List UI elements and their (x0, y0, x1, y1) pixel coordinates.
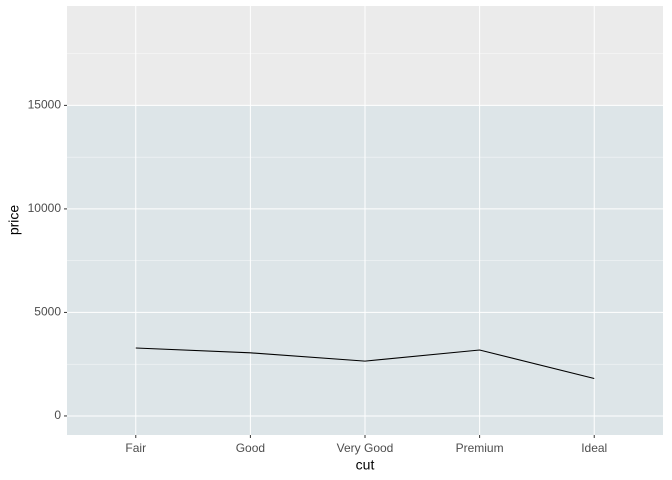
line (135, 347, 595, 380)
x-tick-label: Very Good (337, 441, 394, 455)
y-tick-label: 5000 (34, 305, 61, 319)
x-tick-label: Fair (125, 441, 146, 455)
x-tick-label: Good (236, 441, 265, 455)
main-layer: 0 5000 10000 15000 Fair Good Very Good Premium I… (28, 98, 608, 456)
x-tick-label: Ideal (581, 441, 607, 455)
y-tick-label: 10000 (28, 201, 62, 215)
y-tick-label: 0 (54, 408, 61, 422)
x-axis-title: cut (356, 457, 375, 473)
y-tick-label: 15000 (28, 98, 62, 112)
x-tick-label: Premium (456, 441, 504, 455)
grid-layer (67, 6, 663, 435)
y-axis-title: price (6, 205, 22, 236)
